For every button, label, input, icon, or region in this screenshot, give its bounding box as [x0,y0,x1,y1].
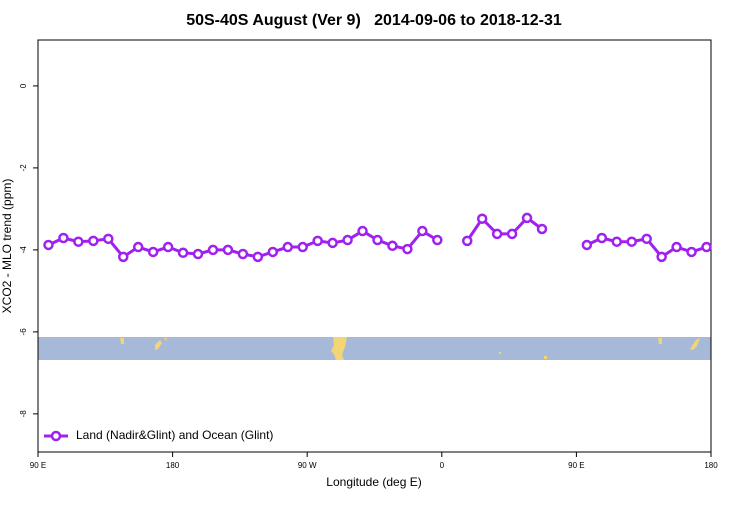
map-strip [38,337,711,360]
data-point [237,248,249,260]
x-tick-label: 90 W [298,461,317,470]
chart-title: 50S-40S August (Ver 9) 2014-09-06 to 201… [186,12,562,29]
x-tick-label: 180 [704,461,718,470]
data-point [506,228,518,240]
data-point [267,246,279,258]
data-point [177,247,189,259]
data-point [536,223,548,235]
data-point [372,234,383,246]
data-point [297,241,308,253]
x-tick-label: 90 E [30,461,46,470]
data-point [402,243,413,255]
data-point [252,251,264,263]
data-point [147,246,159,258]
data-point [88,235,99,247]
y-tick-label: -4 [19,246,28,254]
data-point [387,240,398,252]
y-tick-label: 0 [19,83,28,88]
y-tick-label: -6 [19,328,28,336]
data-point [611,236,623,247]
data-point [58,232,69,244]
data-point [656,251,667,263]
data-point [43,239,54,251]
data-point [461,235,473,247]
data-point [117,251,129,263]
data-point [342,234,353,246]
data-point [132,241,144,253]
data-point [327,237,338,249]
y-tick-label: -2 [19,164,28,172]
data-point [671,241,682,253]
data-point [521,212,533,224]
x-tick-label: 90 E [568,461,584,470]
y-tick-label: -8 [19,410,28,418]
y-axis-label: XCO2 - MLO trend (ppm) [0,179,14,314]
data-point [207,244,219,256]
data-point [686,246,697,258]
data-point [417,225,428,237]
data-point [222,244,234,256]
data-point [162,241,174,253]
x-tick-label: 180 [166,461,180,470]
legend-marker [50,430,62,442]
data-point [491,228,503,240]
data-point [357,225,368,237]
x-tick-label: 0 [440,461,445,470]
data-point [641,233,652,245]
legend-label: Land (Nadir&Glint) and Ocean (Glint) [76,428,273,442]
data-point [312,235,323,247]
data-point [103,233,114,245]
data-point [282,241,294,253]
data-point [432,234,443,246]
data-point [476,213,488,224]
data-point [192,248,204,260]
data-point [581,239,593,251]
data-point [626,236,637,247]
data-point [701,241,712,253]
data-point [596,232,608,244]
x-axis-label: Longitude (deg E) [326,475,421,489]
data-point [73,236,84,247]
